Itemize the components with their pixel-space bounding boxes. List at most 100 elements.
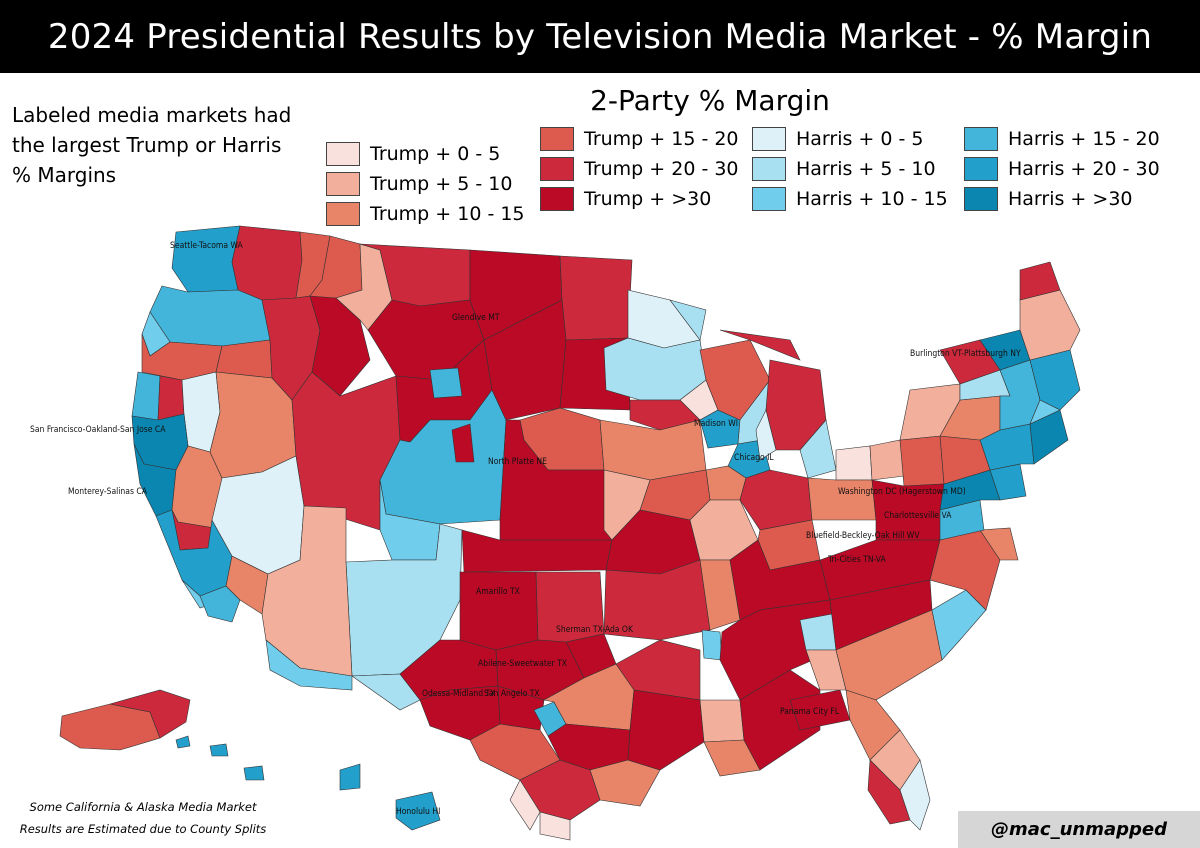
region-charlotte [931,589,987,661]
market-label-amarillo: Amarillo TX [476,587,520,597]
region-alaska-anchorage [109,689,191,739]
legend-swatch [540,127,574,151]
market-label-glendive: Glendive MT [452,313,500,323]
legend-item-harris-20-30: Harris + 20 - 30 [964,154,1160,184]
legend-label: Trump + 10 - 15 [370,203,525,225]
legend-swatch [326,172,360,196]
legend-item-harris-5-10: Harris + 5 - 10 [752,154,948,184]
region-bend [215,339,273,379]
market-label-san-angelo: San Angelo TX [484,689,540,699]
region-bangor [1019,261,1061,301]
market-label-chicago: Chicago IL [734,453,774,463]
legend-swatch [752,187,786,211]
side-note: Labeled media markets had the largest Tr… [12,103,292,187]
legend-swatch [752,127,786,151]
region-mobile [739,669,821,771]
legend-column-4: Harris + 15 - 20 Harris + 20 - 30 Harris… [964,124,1160,214]
market-label-burlington: Burlington VT-Plattsburgh NY [910,349,1021,359]
market-label-panama-city: Panama City FL [780,707,840,717]
legend-label: Trump + 5 - 10 [370,173,513,195]
credit-badge: @mac_unmapped [958,811,1200,848]
legend-title: 2-Party % Margin [590,84,830,117]
region-minot [559,255,633,341]
legend-label: Trump + 20 - 30 [584,158,739,180]
legend-label: Harris + 5 - 10 [796,158,936,180]
market-label-honolulu: Honolulu HI [396,807,440,817]
region-hawaii-kauai [175,735,191,749]
legend-item-harris-30-plus: Harris + >30 [964,184,1160,214]
region-tucson [265,639,353,691]
region-tampa [867,759,911,825]
region-cleveland [869,439,905,481]
legend-swatch [964,157,998,181]
legend-column-2: Trump + 15 - 20 Trump + 20 - 30 Trump + … [540,124,739,214]
legend-label: Harris + 0 - 5 [796,128,924,150]
legend-swatch [326,202,360,226]
region-seattle [171,225,241,293]
market-label-sherman: Sherman TX-Ada OK [556,625,634,635]
market-label-monterey: Monterey-Salinas CA [68,487,148,497]
region-laredo [509,779,541,831]
region-huntsville [799,613,837,651]
legend-label: Harris + 10 - 15 [796,188,948,210]
market-label-odessa: Odessa-Midland TX [422,689,495,699]
legend-swatch [752,157,786,181]
region-buffalo [899,383,961,441]
legend-item-trump-0-5: Trump + 0 - 5 [326,139,525,169]
region-atlanta [835,609,943,701]
legend-label: Trump + 15 - 20 [584,128,739,150]
legend-swatch [326,142,360,166]
region-harlingen [539,811,571,841]
region-minneapolis [603,337,707,401]
footnote: Some California & Alaska Media Market Re… [19,800,267,836]
region-hawaii-big-island [339,763,361,791]
legend-swatch [540,187,574,211]
market-label-bluefield: Bluefield-Beckley-Oak Hill WV [806,531,920,541]
legend-swatch [964,127,998,151]
legend-column-1: Trump + 0 - 5 Trump + 5 - 10 Trump + 10 … [326,139,525,229]
legend-label: Harris + 20 - 30 [1008,158,1160,180]
region-eureka [131,371,161,421]
map-title: 2024 Presidential Results by Television … [0,0,1200,73]
region-toledo [835,445,873,481]
region-north-platte [451,423,475,463]
legend-item-harris-0-5: Harris + 0 - 5 [752,124,948,154]
market-label-charlottesville: Charlottesville VA [884,511,952,521]
legend-item-harris-10-15: Harris + 10 - 15 [752,184,948,214]
market-label-abilene: Abilene-Sweetwater TX [478,659,567,669]
legend-item-trump-5-10: Trump + 5 - 10 [326,169,525,199]
legend-swatch [964,187,998,211]
region-shreveport [615,639,701,701]
legend-item-trump-20-30: Trump + 20 - 30 [540,154,739,184]
legend-item-trump-10-15: Trump + 10 - 15 [326,199,525,229]
legend-item-trump-15-20: Trump + 15 - 20 [540,124,739,154]
region-hartford [1029,399,1061,425]
region-duluth [669,299,707,341]
region-hawaii-maui [243,765,265,781]
region-hawaii-oahu [209,743,229,757]
market-label-tri-cities: Tri-Cities TN-VA [827,555,886,565]
region-hawaii-honolulu [395,791,441,831]
region-jackson [429,367,463,399]
market-label-san-francisco: San Francisco-Oakland-San Jose CA [30,425,166,435]
region-indianapolis [739,469,813,531]
market-label-seattle-tacoma: Seattle-Tacoma WA [170,241,244,251]
region-jackson-ms [701,629,723,661]
region-upper-peninsula [719,329,801,361]
legend-label: Trump + >30 [584,188,712,210]
region-baton-rouge [699,699,745,743]
legend-item-harris-15-20: Harris + 15 - 20 [964,124,1160,154]
legend-item-trump-30-plus: Trump + >30 [540,184,739,214]
region-columbus [807,477,877,521]
region-grand-rapids [755,409,777,461]
region-miami [899,759,931,831]
legend-label: Harris + >30 [1008,188,1133,210]
region-spokane [231,225,303,301]
market-label-north-platte: North Platte NE [488,457,547,467]
region-amarillo [459,571,539,651]
region-pittsburgh [899,435,945,487]
region-portland-me [1019,289,1081,361]
market-label-washington-dc: Washington DC (Hagerstown MD) [838,487,966,497]
region-chico [157,375,185,421]
